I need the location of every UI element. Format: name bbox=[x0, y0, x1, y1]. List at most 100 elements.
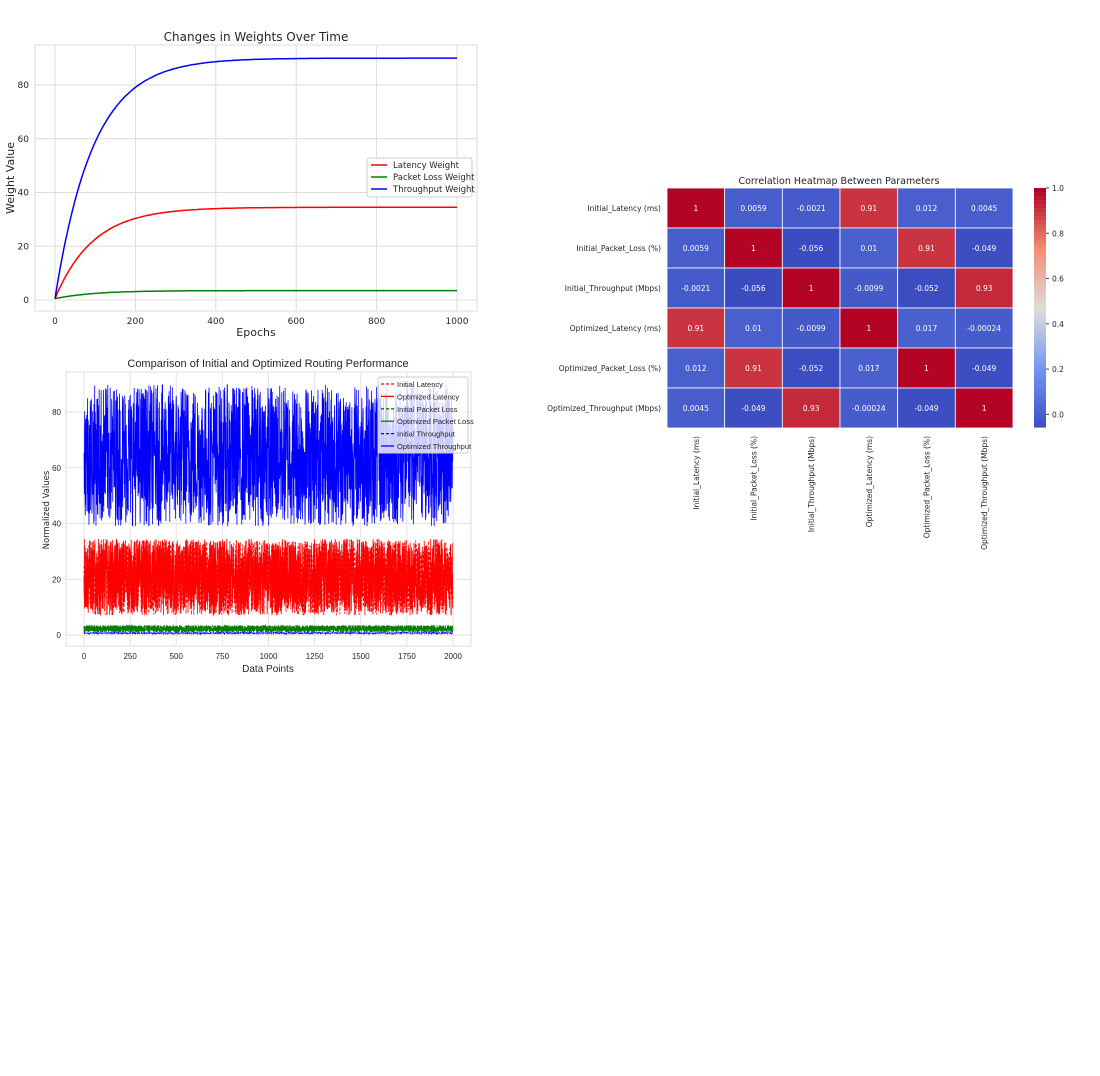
colorbar-segment bbox=[1034, 251, 1046, 257]
colorbar-segment bbox=[1034, 255, 1046, 261]
colorbar-segment bbox=[1034, 203, 1046, 209]
series-line-throughput-weight bbox=[54, 57, 457, 299]
weights-chart: 0 200 400 600 800 1000 0 20 40 60 80 Changes in We… bbox=[4, 30, 478, 339]
cell-value: 1 bbox=[982, 404, 987, 413]
cell-value: 0.017 bbox=[916, 324, 938, 333]
x-tick-label: 2000 bbox=[444, 652, 462, 661]
x-tick-label: 0 bbox=[82, 652, 87, 661]
row-label: Initial_Packet_Loss (%) bbox=[576, 244, 661, 253]
colorbar-segment bbox=[1034, 411, 1046, 416]
colorbar-tick-label: 0.6 bbox=[1052, 275, 1064, 284]
colorbar-segment bbox=[1034, 399, 1046, 404]
cell-value: 0.0059 bbox=[740, 204, 766, 213]
series-line-initial-throughput bbox=[83, 630, 454, 636]
y-tick-label: 60 bbox=[52, 464, 61, 473]
y-tick-label: 40 bbox=[18, 189, 30, 199]
series-line-packet-loss-weight bbox=[54, 289, 457, 300]
legend-label: Initial Packet Loss bbox=[397, 405, 458, 414]
colorbar-segment bbox=[1034, 223, 1046, 229]
colorbar-segment bbox=[1034, 263, 1046, 269]
cell-value: -0.052 bbox=[799, 364, 823, 373]
cell-value: 0.012 bbox=[916, 204, 938, 213]
colorbar-segment bbox=[1034, 343, 1046, 348]
series-line-optimized-latency bbox=[83, 538, 454, 616]
column-label: Optimized_Throughput (Mbps) bbox=[980, 436, 989, 550]
chart-title: Changes in Weights Over Time bbox=[164, 30, 349, 44]
cell-value: 0.93 bbox=[976, 284, 993, 293]
colorbar-segment bbox=[1034, 367, 1046, 372]
colorbar-segment bbox=[1034, 199, 1046, 205]
cell-value: 1 bbox=[924, 364, 929, 373]
legend-label: Optimized Throughput bbox=[397, 442, 472, 451]
colorbar-segment bbox=[1034, 188, 1046, 193]
x-tick-label: 750 bbox=[216, 652, 230, 661]
colorbar-segment bbox=[1034, 279, 1046, 285]
legend-label: Optimized Latency bbox=[397, 392, 459, 401]
colorbar-segment bbox=[1034, 235, 1046, 241]
colorbar-segment bbox=[1034, 307, 1046, 313]
x-tick-label: 1000 bbox=[260, 652, 278, 661]
cell-value: 0.012 bbox=[685, 364, 707, 373]
cell-value: 0.91 bbox=[745, 364, 762, 373]
colorbar-segment bbox=[1034, 383, 1046, 388]
legend-label: Initial Throughput bbox=[397, 430, 456, 439]
heatmap-cell bbox=[781, 347, 841, 389]
cell-value: -0.052 bbox=[914, 284, 938, 293]
cell-value: -0.056 bbox=[741, 284, 765, 293]
legend-label: Optimized Packet Loss bbox=[397, 417, 474, 426]
colorbar-segment bbox=[1034, 283, 1046, 289]
colorbar-segment bbox=[1034, 423, 1046, 428]
heatmap-cell bbox=[897, 187, 956, 229]
colorbar-segment bbox=[1034, 359, 1046, 364]
chart-title: Correlation Heatmap Between Parameters bbox=[738, 176, 939, 187]
heatmap-cell bbox=[724, 307, 783, 349]
y-tick-label: 20 bbox=[52, 575, 61, 584]
colorbar-segment bbox=[1034, 243, 1046, 249]
correlation-heatmap: Correlation Heatmap Between Parameters I… bbox=[547, 176, 1064, 550]
heatmap-cell bbox=[897, 227, 956, 269]
row-label: Initial_Latency (ms) bbox=[587, 204, 661, 213]
cell-value: 0.01 bbox=[860, 244, 877, 253]
x-tick-label: 200 bbox=[127, 317, 144, 327]
legend-label: Latency Weight bbox=[393, 161, 460, 171]
column-label: Optimized_Latency (ms) bbox=[865, 436, 874, 527]
heatmap-cell bbox=[839, 267, 899, 309]
heatmap-cell bbox=[954, 387, 1014, 429]
heatmap-cell bbox=[954, 187, 1014, 229]
x-tick-label: 600 bbox=[288, 317, 305, 327]
row-label: Initial_Throughput (Mbps) bbox=[565, 284, 661, 293]
colorbar-segment bbox=[1034, 319, 1046, 325]
colorbar-segment bbox=[1034, 287, 1046, 293]
x-tick-label: 1000 bbox=[446, 317, 469, 327]
colorbar-segment bbox=[1034, 371, 1046, 376]
legend-box bbox=[377, 376, 469, 454]
colorbar-tick-label: 0.4 bbox=[1052, 320, 1064, 329]
colorbar-segment bbox=[1034, 419, 1046, 424]
colorbar-segment bbox=[1034, 347, 1046, 352]
heatmap-cell bbox=[839, 187, 899, 229]
column-label: Optimized_Packet_Loss (%) bbox=[923, 436, 932, 538]
heatmap-cell bbox=[897, 347, 956, 389]
colorbar-segment bbox=[1034, 275, 1046, 281]
cell-value: 0.91 bbox=[687, 324, 704, 333]
cell-value: 0.0045 bbox=[683, 404, 709, 413]
heatmap-cell bbox=[781, 267, 841, 309]
heatmap-cell bbox=[666, 387, 726, 429]
y-tick-label: 40 bbox=[52, 520, 61, 529]
y-axis-label: Weight Value bbox=[4, 142, 17, 214]
colorbar-segment bbox=[1034, 323, 1046, 329]
colorbar-segment bbox=[1034, 239, 1046, 245]
cell-value: -0.00024 bbox=[852, 404, 886, 413]
y-tick-label: 80 bbox=[18, 81, 30, 91]
colorbar-segment bbox=[1034, 387, 1046, 392]
heatmap-cell bbox=[781, 227, 841, 269]
legend: Initial Latency Optimized Latency Initial … bbox=[377, 376, 474, 454]
colorbar-segment bbox=[1034, 295, 1046, 301]
cell-value: 1 bbox=[751, 244, 756, 253]
colorbar-segment bbox=[1034, 271, 1046, 277]
colorbar-segment bbox=[1034, 191, 1046, 197]
row-label: Optimized_Latency (ms) bbox=[570, 324, 661, 333]
colorbar-segment bbox=[1034, 355, 1046, 360]
colorbar-segment bbox=[1034, 211, 1046, 217]
